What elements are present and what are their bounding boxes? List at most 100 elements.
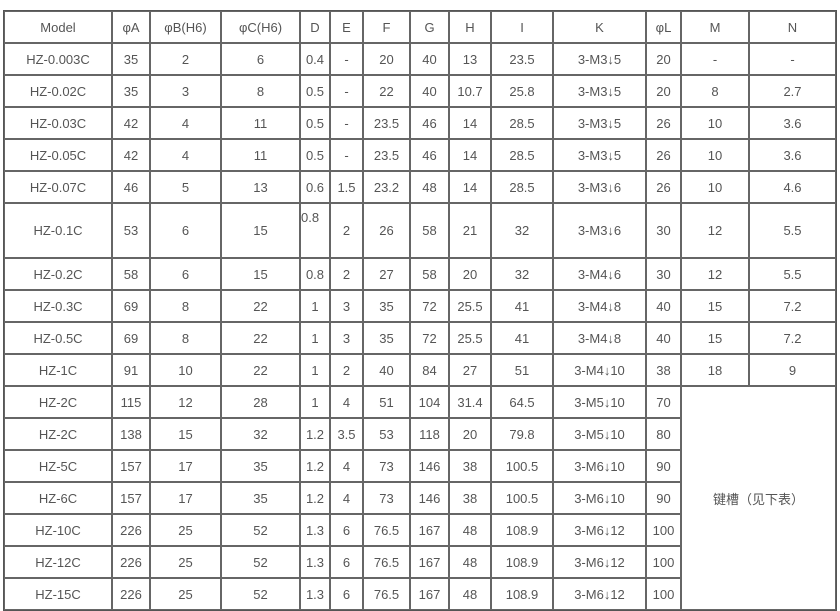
table-cell: 7.2 <box>749 290 836 322</box>
table-cell: 20 <box>646 75 681 107</box>
table-cell: 25 <box>150 578 221 610</box>
table-cell: 42 <box>112 139 150 171</box>
table-cell: 13 <box>449 43 491 75</box>
table-row: HZ-1C 91 10 22 1 2 40 84 27 51 3-M4↓10 38 18 9 <box>4 354 836 386</box>
table-cell: 46 <box>410 139 449 171</box>
table-cell: 48 <box>449 578 491 610</box>
table-cell: - <box>330 43 363 75</box>
table-cell: - <box>330 139 363 171</box>
table-cell: 25 <box>150 546 221 578</box>
table-cell: 100 <box>646 578 681 610</box>
table-cell: 28 <box>221 386 300 418</box>
table-cell: 3 <box>150 75 221 107</box>
table-cell: 69 <box>112 322 150 354</box>
table-cell: 26 <box>646 171 681 203</box>
table-cell: 20 <box>449 258 491 290</box>
table-cell: 4 <box>330 450 363 482</box>
table-row: HZ-2C 115 12 28 1 4 51 104 31.4 64.5 3-M5↓10 70 键槽（见… <box>4 386 836 610</box>
table-cell: 3.5 <box>330 418 363 450</box>
table-cell: 48 <box>449 514 491 546</box>
table-cell: 41 <box>491 322 553 354</box>
table-cell: 28.5 <box>491 107 553 139</box>
table-row: HZ-0.5C 69 8 22 1 3 35 72 25.5 41 3-M4↓8 40 15 7.2 <box>4 322 836 354</box>
table-cell: 27 <box>363 258 410 290</box>
table-cell: 25.5 <box>449 322 491 354</box>
table-cell: 1.2 <box>300 450 330 482</box>
table-cell: 70 <box>646 386 681 418</box>
table-cell: 10 <box>681 139 749 171</box>
table-cell: 26 <box>363 203 410 258</box>
table-cell: 6 <box>150 258 221 290</box>
table-cell: 64.5 <box>491 386 553 418</box>
table-cell: 91 <box>112 354 150 386</box>
table-cell: 20 <box>363 43 410 75</box>
table-cell: 167 <box>410 514 449 546</box>
table-cell: 79.8 <box>491 418 553 450</box>
table-cell: 167 <box>410 546 449 578</box>
table-cell: 6 <box>330 546 363 578</box>
table-cell: 8 <box>681 75 749 107</box>
table-cell: 0.5 <box>300 75 330 107</box>
column-header: H <box>449 11 491 43</box>
model-cell: HZ-0.05C <box>4 139 112 171</box>
table-cell: 3-M6↓10 <box>553 482 646 514</box>
table-cell: 157 <box>112 450 150 482</box>
table-cell: 35 <box>221 450 300 482</box>
column-header: Model <box>4 11 112 43</box>
table-cell: 76.5 <box>363 514 410 546</box>
column-header: F <box>363 11 410 43</box>
table-cell: 3-M4↓8 <box>553 322 646 354</box>
table-cell: 12 <box>150 386 221 418</box>
table-cell: 31.4 <box>449 386 491 418</box>
table-cell: 22 <box>221 354 300 386</box>
table-cell: 4 <box>330 482 363 514</box>
table-cell: 58 <box>112 258 150 290</box>
table-cell: 35 <box>112 43 150 75</box>
table-cell: 90 <box>646 482 681 514</box>
table-cell: 90 <box>646 450 681 482</box>
table-cell: - <box>681 43 749 75</box>
table-cell: 15 <box>150 418 221 450</box>
table-cell: 35 <box>363 322 410 354</box>
table-row: HZ-0.05C 42 4 11 0.5-23.5 46 14 28.5 3-M3↓5 26 10 3… <box>4 139 836 171</box>
table-cell: 26 <box>646 107 681 139</box>
table-cell: 3-M5↓10 <box>553 418 646 450</box>
table-cell: 76.5 <box>363 546 410 578</box>
table-cell: 14 <box>449 171 491 203</box>
table-cell: 58 <box>410 258 449 290</box>
table-cell: 51 <box>491 354 553 386</box>
table-cell: 1.3 <box>300 514 330 546</box>
table-cell: 52 <box>221 578 300 610</box>
table-cell: 17 <box>150 482 221 514</box>
table-cell: 73 <box>363 482 410 514</box>
model-cell: HZ-0.03C <box>4 107 112 139</box>
model-cell: HZ-12C <box>4 546 112 578</box>
table-cell: 40 <box>410 75 449 107</box>
table-cell: 100.5 <box>491 450 553 482</box>
model-cell: HZ-0.02C <box>4 75 112 107</box>
table-cell: 28.5 <box>491 171 553 203</box>
table-cell: 48 <box>449 546 491 578</box>
table-cell: 14 <box>449 139 491 171</box>
table-cell: 3 <box>330 290 363 322</box>
table-cell: 51 <box>363 386 410 418</box>
table-cell: 4 <box>330 386 363 418</box>
table-cell: 0.8 <box>300 258 330 290</box>
model-cell: HZ-2C <box>4 386 112 418</box>
table-cell: 53 <box>112 203 150 258</box>
table-cell: 15 <box>221 258 300 290</box>
table-cell: 80 <box>646 418 681 450</box>
table-cell: 12 <box>681 258 749 290</box>
table-cell: 15 <box>221 203 300 258</box>
table-row: HZ-6C 157 17 35 1.2 4 73 146 38 100.5 3-M6↓10 90 <box>4 482 836 514</box>
table-row: HZ-0.2C 58 6 15 0.8 2 27 58 20 32 3-M4↓6 30 12 5.5 <box>4 258 836 290</box>
table-cell: - <box>749 43 836 75</box>
table-row: HZ-0.03C 42 4 11 0.5-23.5 46 14 28.5 3-M3↓5 26 10 3… <box>4 107 836 139</box>
table-cell: 3-M3↓6 <box>553 171 646 203</box>
table-cell: 1.5 <box>330 171 363 203</box>
table-cell: 6 <box>150 203 221 258</box>
model-cell: HZ-15C <box>4 578 112 610</box>
model-cell: HZ-1C <box>4 354 112 386</box>
table-cell: 4.6 <box>749 171 836 203</box>
table-cell: 3-M5↓10 <box>553 386 646 418</box>
